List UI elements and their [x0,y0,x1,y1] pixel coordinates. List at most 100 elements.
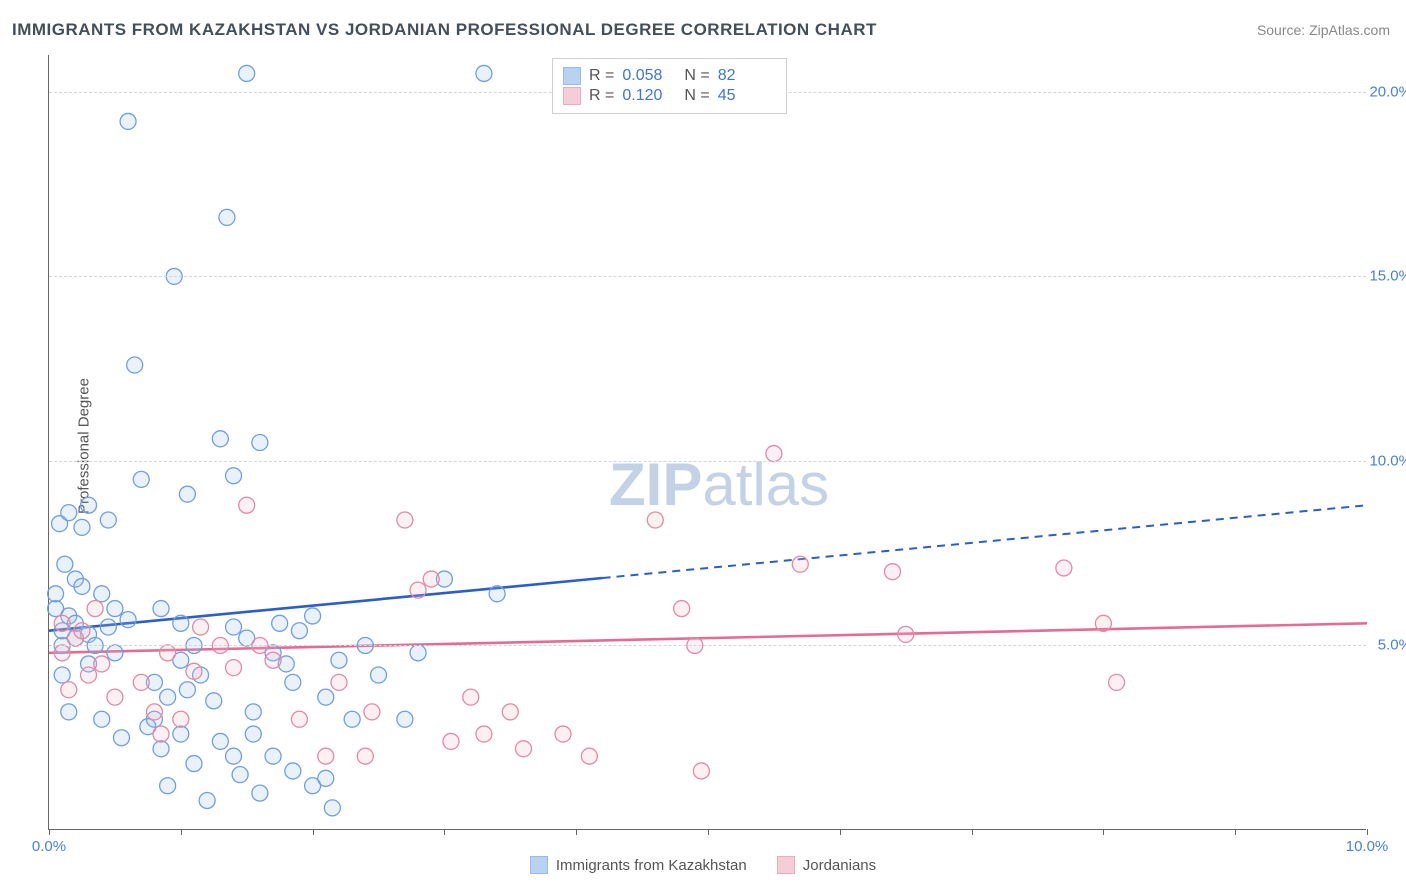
scatter-point [81,497,97,513]
scatter-point [285,674,301,690]
scatter-point [212,431,228,447]
scatter-point [107,689,123,705]
scatter-point [344,711,360,727]
scatter-point [48,586,64,602]
scatter-point [94,586,110,602]
scatter-point [120,113,136,129]
gridline [49,276,1366,277]
scatter-point [252,785,268,801]
series-legend: Immigrants from Kazakhstan Jordanians [0,856,1406,874]
chart-plot-area: ZIPatlas 5.0%10.0%15.0%20.0%0.0%10.0% [48,55,1366,830]
scatter-point [133,674,149,690]
scatter-point [160,778,176,794]
scatter-point [100,619,116,635]
scatter-point [54,667,70,683]
legend-r-key: R = [589,87,614,105]
scatter-point [476,65,492,81]
scatter-point [61,704,77,720]
legend-stat-row: R =0.058N =82 [563,67,772,85]
scatter-point [54,615,70,631]
x-tick-label: 10.0% [1346,838,1389,855]
legend-swatch [563,87,581,105]
scatter-point [515,741,531,757]
scatter-point [476,726,492,742]
legend-series-label: Immigrants from Kazakhstan [556,857,747,874]
scatter-point [285,763,301,779]
scatter-point [581,748,597,764]
scatter-point [61,682,77,698]
legend-n-key: N = [684,87,709,105]
scatter-point [291,711,307,727]
legend-r-value: 0.058 [622,67,676,85]
scatter-points-layer [49,55,1366,829]
scatter-point [647,512,663,528]
scatter-point [153,741,169,757]
scatter-point [193,619,209,635]
y-tick-label: 10.0% [1369,452,1406,469]
scatter-point [318,689,334,705]
scatter-point [792,556,808,572]
scatter-point [463,689,479,705]
legend-swatch [563,67,581,85]
scatter-point [212,733,228,749]
scatter-point [226,619,242,635]
scatter-point [324,800,340,816]
scatter-point [226,748,242,764]
scatter-point [87,601,103,617]
scatter-point [113,730,129,746]
x-tick-label: 0.0% [32,838,66,855]
scatter-point [94,656,110,672]
scatter-point [61,505,77,521]
scatter-point [397,711,413,727]
scatter-point [232,767,248,783]
legend-series-label: Jordanians [803,857,876,874]
scatter-point [127,357,143,373]
scatter-point [146,704,162,720]
scatter-point [502,704,518,720]
scatter-point [173,726,189,742]
scatter-point [239,497,255,513]
scatter-point [331,674,347,690]
scatter-point [57,556,73,572]
y-tick-label: 5.0% [1378,637,1406,654]
legend-swatch [777,856,795,874]
scatter-point [74,578,90,594]
scatter-point [179,486,195,502]
legend-stat-row: R = 0.120 N = 45 [563,87,772,105]
scatter-point [226,660,242,676]
scatter-point [219,209,235,225]
scatter-point [1056,560,1072,576]
scatter-point [898,626,914,642]
scatter-point [173,711,189,727]
scatter-point [153,601,169,617]
y-tick-label: 15.0% [1369,268,1406,285]
legend-r-value: 0.120 [622,87,676,105]
scatter-point [120,612,136,628]
scatter-point [186,756,202,772]
scatter-point [107,601,123,617]
gridline [49,461,1366,462]
scatter-point [357,748,373,764]
scatter-point [54,645,70,661]
scatter-point [1109,674,1125,690]
scatter-point [245,726,261,742]
scatter-point [179,682,195,698]
scatter-point [885,564,901,580]
scatter-point [107,645,123,661]
scatter-point [160,645,176,661]
scatter-point [410,645,426,661]
scatter-point [693,763,709,779]
scatter-point [331,652,347,668]
scatter-point [74,623,90,639]
scatter-point [489,586,505,602]
scatter-point [674,601,690,617]
scatter-point [133,471,149,487]
scatter-point [766,446,782,462]
legend-n-value: 45 [718,87,772,105]
scatter-point [1095,615,1111,631]
scatter-point [265,652,281,668]
scatter-point [239,65,255,81]
scatter-point [153,726,169,742]
scatter-point [318,770,334,786]
scatter-point [245,704,261,720]
